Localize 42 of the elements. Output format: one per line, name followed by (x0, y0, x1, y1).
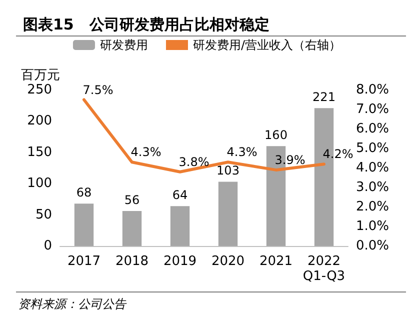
data-label: 4.3% (226, 145, 258, 160)
x-tick-label: 2019 (163, 254, 197, 269)
y2-tick-label: 3.0% (356, 180, 390, 195)
x-tick-label: 2022 Q1-Q3 (302, 254, 346, 284)
y2-tick-label: 1.0% (356, 219, 390, 234)
y2-tick-label: 6.0% (356, 122, 390, 136)
y-tick-label: 150 (27, 144, 52, 160)
y2-tick-label: 5.0% (356, 141, 390, 156)
y2-tick-label: 4.0% (356, 160, 390, 176)
text: 资料来源：公司公告 (18, 297, 127, 311)
data-label: 64 (172, 188, 188, 202)
x-tick-label: 2018 (115, 254, 149, 269)
data-label: 4.3% (130, 145, 162, 160)
y-tick-label: 100 (27, 176, 52, 192)
y-tick-label: 0 (44, 238, 52, 254)
y2-tick-label: 8.0% (356, 82, 390, 98)
y2-tick-label: 2.0% (356, 200, 390, 214)
x-tick-label: 2017 (67, 254, 101, 269)
y-tick-label: 250 (27, 82, 52, 98)
x-tick-label: 2021 (259, 254, 293, 269)
data-label: 56 (124, 193, 140, 208)
data-label: 103 (216, 164, 240, 178)
y-tick-label: 200 (27, 114, 52, 129)
bar (74, 204, 94, 246)
bar (170, 206, 190, 246)
y-axis-title: 百万元 (21, 68, 60, 83)
chart-title: 图表15 公司研发费用占比相对稳定 (23, 16, 270, 34)
data-label: 4.2% (322, 147, 354, 162)
data-label: 221 (312, 90, 336, 104)
data-label: 3.9% (274, 152, 306, 167)
legend-label: 研发费用 (100, 38, 148, 52)
x-tick-label: 2020 (211, 254, 245, 269)
data-label: 68 (76, 186, 92, 200)
legend-label: 研发费用/营业收入（右轴） (192, 38, 342, 52)
bar (218, 182, 238, 246)
data-label: 3.8% (178, 154, 210, 169)
data-label: 160 (264, 128, 288, 142)
y-tick-label: 50 (35, 207, 52, 222)
bar (122, 211, 142, 246)
data-label: 7.5% (82, 82, 114, 97)
y2-tick-label: 0.0% (356, 238, 390, 254)
y2-tick-label: 7.0% (356, 102, 390, 117)
